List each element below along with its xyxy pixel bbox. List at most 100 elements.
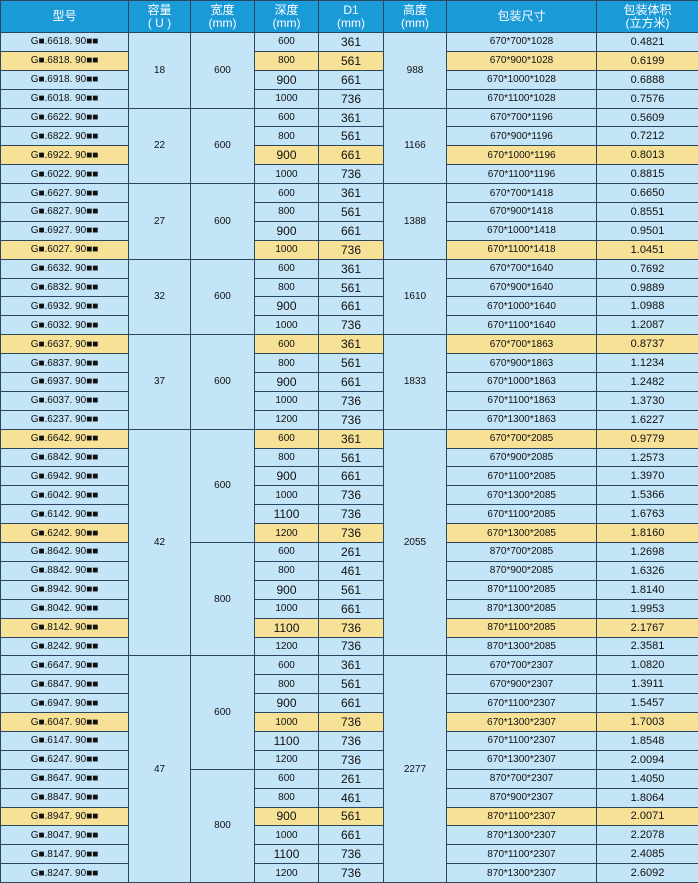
package-size-cell: 670*1100*2085	[447, 505, 597, 524]
model-cell: G■.6018. 90■■	[1, 89, 129, 108]
d1-cell: 361	[319, 259, 384, 278]
model-cell: G■.6618. 90■■	[1, 33, 129, 52]
header-row: 型号容量( U )宽度(mm)深度(mm)D1(mm)高度(mm)包装尺寸包装体…	[1, 1, 698, 33]
package-volume-cell: 0.6199	[597, 51, 698, 70]
d1-cell: 736	[319, 713, 384, 732]
capacity-cell: 37	[129, 335, 191, 429]
depth-cell: 800	[255, 203, 319, 222]
d1-cell: 736	[319, 637, 384, 656]
package-volume-cell: 2.2078	[597, 826, 698, 845]
depth-cell: 1000	[255, 486, 319, 505]
model-cell: G■.6942. 90■■	[1, 467, 129, 486]
depth-cell: 600	[255, 108, 319, 127]
package-size-cell: 670*1100*1418	[447, 240, 597, 259]
package-volume-cell: 1.5366	[597, 486, 698, 505]
depth-cell: 600	[255, 429, 319, 448]
package-size-cell: 670*1100*2307	[447, 731, 597, 750]
package-volume-cell: 0.9779	[597, 429, 698, 448]
capacity-cell: 47	[129, 656, 191, 883]
model-cell: G■.6622. 90■■	[1, 108, 129, 127]
package-size-cell: 670*700*1418	[447, 184, 597, 203]
package-volume-cell: 0.4821	[597, 33, 698, 52]
header-label: 高度	[384, 4, 446, 17]
d1-cell: 736	[319, 750, 384, 769]
package-size-cell: 670*700*1863	[447, 335, 597, 354]
column-header-height: 高度(mm)	[384, 1, 447, 33]
d1-cell: 561	[319, 807, 384, 826]
package-size-cell: 870*1300*2085	[447, 599, 597, 618]
model-cell: G■.8647. 90■■	[1, 769, 129, 788]
depth-cell: 900	[255, 580, 319, 599]
depth-cell: 600	[255, 33, 319, 52]
header-label: 包装尺寸	[447, 10, 596, 23]
package-size-cell: 670*900*2085	[447, 448, 597, 467]
depth-cell: 1100	[255, 731, 319, 750]
package-volume-cell: 2.0071	[597, 807, 698, 826]
d1-cell: 736	[319, 316, 384, 335]
model-cell: G■.6022. 90■■	[1, 165, 129, 184]
d1-cell: 736	[319, 524, 384, 543]
model-cell: G■.6642. 90■■	[1, 429, 129, 448]
header-label: 深度	[255, 4, 318, 17]
package-size-cell: 670*900*1640	[447, 278, 597, 297]
depth-cell: 1100	[255, 505, 319, 524]
model-cell: G■.8642. 90■■	[1, 543, 129, 562]
column-header-depth: 深度(mm)	[255, 1, 319, 33]
d1-cell: 661	[319, 694, 384, 713]
d1-cell: 736	[319, 165, 384, 184]
d1-cell: 361	[319, 429, 384, 448]
d1-cell: 461	[319, 561, 384, 580]
package-size-cell: 870*700*2085	[447, 543, 597, 562]
d1-cell: 661	[319, 467, 384, 486]
depth-cell: 800	[255, 561, 319, 580]
width-cell: 600	[191, 335, 255, 429]
d1-cell: 361	[319, 108, 384, 127]
depth-cell: 900	[255, 467, 319, 486]
model-cell: G■.6032. 90■■	[1, 316, 129, 335]
d1-cell: 736	[319, 391, 384, 410]
package-volume-cell: 0.6888	[597, 70, 698, 89]
header-unit: (立方米)	[597, 17, 698, 30]
package-size-cell: 670*1000*1028	[447, 70, 597, 89]
model-cell: G■.6237. 90■■	[1, 410, 129, 429]
header-label: 包装体积	[597, 4, 698, 17]
capacity-cell: 18	[129, 33, 191, 109]
model-cell: G■.6037. 90■■	[1, 391, 129, 410]
height-cell: 1610	[384, 259, 447, 335]
depth-cell: 1100	[255, 618, 319, 637]
depth-cell: 600	[255, 184, 319, 203]
depth-cell: 1000	[255, 89, 319, 108]
depth-cell: 800	[255, 788, 319, 807]
package-volume-cell: 1.2573	[597, 448, 698, 467]
depth-cell: 1200	[255, 524, 319, 543]
model-cell: G■.6922. 90■■	[1, 146, 129, 165]
package-size-cell: 670*1100*1863	[447, 391, 597, 410]
model-cell: G■.6247. 90■■	[1, 750, 129, 769]
package-volume-cell: 0.5609	[597, 108, 698, 127]
header-unit: (mm)	[319, 17, 383, 30]
package-size-cell: 870*1300*2085	[447, 637, 597, 656]
model-cell: G■.6842. 90■■	[1, 448, 129, 467]
package-size-cell: 870*1100*2307	[447, 845, 597, 864]
package-size-cell: 670*1300*2307	[447, 750, 597, 769]
depth-cell: 1200	[255, 637, 319, 656]
depth-cell: 1200	[255, 410, 319, 429]
depth-cell: 1000	[255, 599, 319, 618]
package-size-cell: 870*1300*2307	[447, 864, 597, 883]
depth-cell: 600	[255, 543, 319, 562]
header-unit: (mm)	[191, 17, 254, 30]
d1-cell: 661	[319, 146, 384, 165]
depth-cell: 800	[255, 278, 319, 297]
